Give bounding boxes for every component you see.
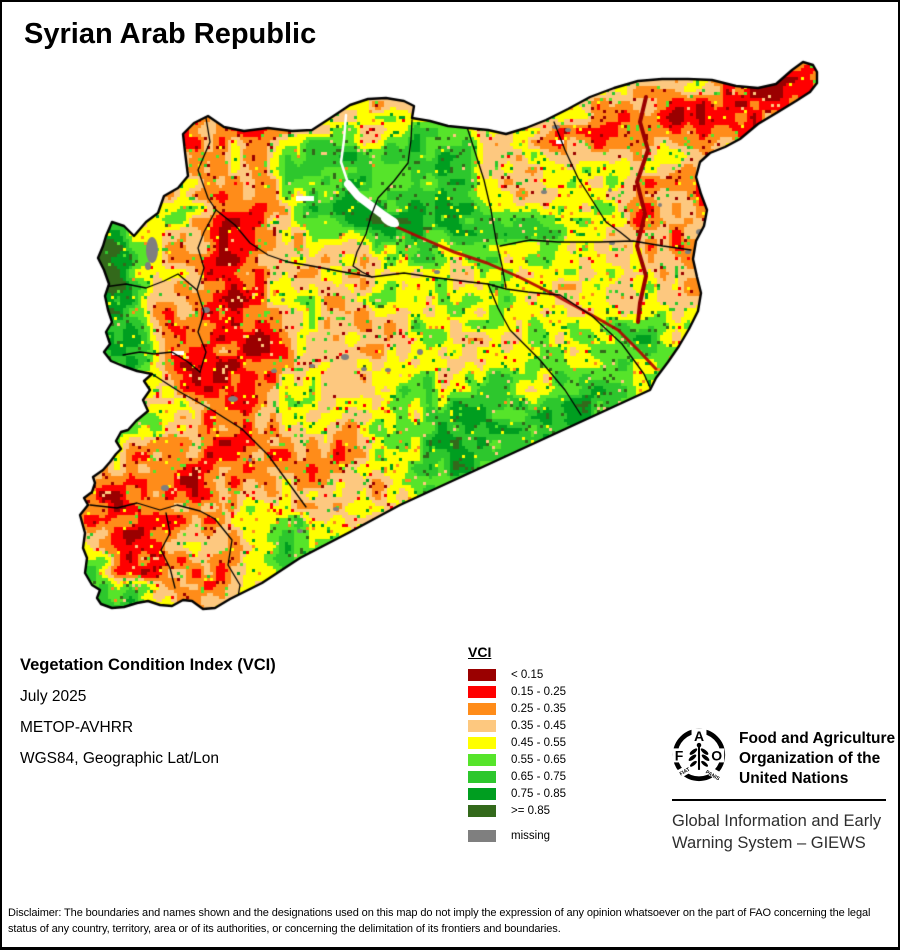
fao-logo: A F O FIAT PANIS (672, 728, 726, 782)
fao-logo-knockout (675, 763, 694, 779)
legend-label: 0.65 - 0.75 (511, 771, 566, 783)
disclaimer-text: Disclaimer: The boundaries and names sho… (8, 907, 871, 935)
legend-label: missing (511, 830, 550, 842)
legend-swatch (468, 686, 496, 698)
legend-swatch (468, 737, 496, 749)
wheat-icon (688, 742, 710, 770)
vci-legend: VCI < 0.15 0.15 - 0.25 0.25 - 0.35 0.35 - 0… (468, 644, 566, 847)
map-info-block: Vegetation Condition Index (VCI) July 20… (20, 650, 276, 774)
legend-row: 0.65 - 0.75 (468, 771, 566, 783)
legend-title: VCI (468, 644, 492, 660)
legend-rows: < 0.15 0.15 - 0.25 0.25 - 0.35 0.35 - 0.45 0… (468, 669, 566, 842)
legend-row: 0.45 - 0.55 (468, 737, 566, 749)
legend-row: 0.25 - 0.35 (468, 703, 566, 715)
legend-label: 0.25 - 0.35 (511, 703, 566, 715)
legend-label: 0.75 - 0.85 (511, 788, 566, 800)
legend-row: 0.35 - 0.45 (468, 720, 566, 732)
fao-org-line: Organization of the (739, 750, 881, 767)
legend-swatch (468, 754, 496, 766)
legend-label: 0.45 - 0.55 (511, 737, 566, 749)
fao-org-line: Food and Agriculture (739, 730, 896, 747)
map-info-projection: WGS84, Geographic Lat/Lon (20, 750, 220, 767)
legend-swatch (468, 669, 496, 681)
legend-swatch (468, 771, 496, 783)
fao-logo-knockout (709, 748, 725, 763)
fao-logo-knockout (691, 728, 707, 741)
map-info-sensor: METOP-AVHRR (20, 719, 134, 736)
giews-name: Global Information and Early Warning Sys… (672, 810, 881, 854)
legend-swatch (468, 788, 496, 800)
legend-swatch (468, 720, 496, 732)
fao-logo-knockout (701, 763, 723, 781)
map-info-period: July 2025 (20, 688, 87, 705)
fao-logo-knockout (672, 748, 686, 763)
fao-logo-letter-o: O (711, 748, 722, 764)
fao-logo-letter-f: F (675, 748, 684, 764)
fao-org-line: United Nations (739, 770, 849, 787)
legend-label: 0.55 - 0.65 (511, 754, 566, 766)
giews-line: Warning System – GIEWS (672, 834, 866, 852)
fao-divider-line (672, 799, 886, 801)
legend-label: 0.15 - 0.25 (511, 686, 566, 698)
legend-swatch (468, 703, 496, 715)
legend-row: < 0.15 (468, 669, 566, 681)
legend-row: 0.55 - 0.65 (468, 754, 566, 766)
giews-line: Global Information and Early (672, 812, 882, 830)
legend-label: >= 0.85 (511, 805, 551, 817)
page-title: Syrian Arab Republic (24, 18, 317, 50)
legend-row: 0.15 - 0.25 (468, 686, 566, 698)
legend-swatch (468, 830, 496, 842)
legend-row: >= 0.85 (468, 805, 566, 817)
legend-swatch (468, 805, 496, 817)
legend-label: < 0.15 (511, 669, 544, 681)
legend-row: 0.75 - 0.85 (468, 788, 566, 800)
fao-org-name: Food and Agriculture Organization of the… (739, 729, 895, 789)
legend-label: 0.35 - 0.45 (511, 720, 566, 732)
map-info-heading: Vegetation Condition Index (VCI) (20, 656, 276, 674)
vci-map-canvas (0, 48, 900, 648)
legend-row: missing (468, 830, 566, 842)
fao-logo-motto-left: FIAT (679, 766, 692, 777)
fao-logo-letter-a: A (694, 728, 704, 744)
